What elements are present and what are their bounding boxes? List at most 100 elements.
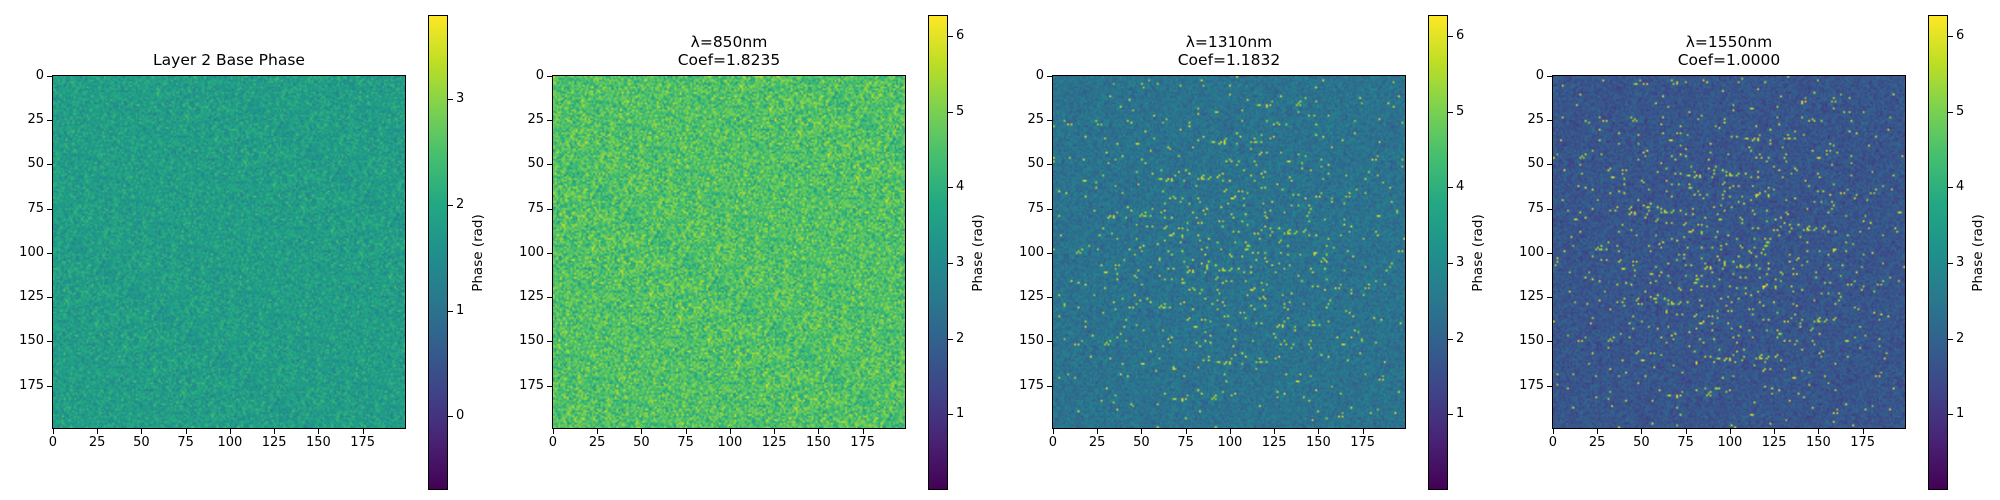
x-tick-label: 0 — [1548, 435, 1558, 450]
colorbar-label: Phase (rad) — [1970, 213, 1986, 292]
y-tick-mark — [47, 208, 52, 210]
chart-title: Layer 2 Base Phase — [153, 51, 305, 69]
colorbar-label: Phase (rad) — [970, 213, 986, 292]
y-tick-label: 50 — [1527, 156, 1544, 172]
x-tick-label: 50 — [1133, 435, 1150, 450]
y-tick-mark — [47, 341, 52, 343]
y-tick-mark — [1047, 120, 1052, 122]
colorbar-tick-label: 6 — [1456, 28, 1465, 44]
y-tick-label: 0 — [1035, 67, 1044, 83]
y-tick-label: 125 — [519, 289, 544, 305]
x-tick-mark — [1185, 429, 1187, 434]
x-tick-mark — [641, 429, 643, 434]
x-tick-mark — [141, 429, 143, 434]
colorbar-tick-mark — [448, 310, 453, 312]
x-tick-mark — [597, 429, 599, 434]
y-tick-mark — [1047, 385, 1052, 387]
heatmap-image — [552, 75, 906, 429]
heatmap-cells — [1053, 76, 1405, 428]
x-tick-label: 100 — [717, 435, 743, 450]
y-tick-mark — [1547, 297, 1552, 299]
y-tick-label: 50 — [27, 156, 44, 172]
y-tick-mark — [1047, 297, 1052, 299]
x-tick-label: 150 — [805, 435, 831, 450]
colorbar-tick-label: 5 — [1956, 103, 1965, 119]
x-tick-label: 75 — [1677, 435, 1694, 450]
x-tick-label: 25 — [588, 435, 606, 450]
y-tick-mark — [547, 385, 552, 387]
y-tick-label: 25 — [1027, 112, 1044, 128]
heatmap-panel-2: λ=850nm Coef=1.8235 0 25 50 75 100 125 150 175 0 2… — [500, 0, 1000, 500]
colorbar-tick-label: 4 — [956, 179, 965, 195]
y-tick-label: 75 — [1027, 200, 1044, 216]
y-tick-mark — [1547, 75, 1552, 77]
colorbar-tick-label: 5 — [1456, 103, 1465, 119]
colorbar — [1428, 15, 1448, 490]
colorbar-tick-label: 3 — [1956, 255, 1965, 271]
colorbar-tick-mark — [448, 205, 453, 206]
colorbar-tick-label: 1 — [1456, 406, 1465, 422]
x-tick-label: 50 — [1633, 435, 1650, 450]
heatmap-panel-4: λ=1550nm Coef=1.0000 0 25 50 75 100 125 150 175 0… — [1500, 0, 2000, 500]
x-tick-label: 150 — [305, 435, 331, 450]
x-tick-mark — [862, 429, 864, 434]
y-tick-label: 50 — [1027, 156, 1044, 172]
y-tick-label: 100 — [19, 244, 44, 260]
x-tick-mark — [362, 429, 364, 434]
colorbar-tick-mark — [948, 414, 953, 416]
x-tick-label: 100 — [1717, 435, 1743, 450]
y-tick-label: 25 — [527, 112, 544, 128]
colorbar-tick-mark — [948, 263, 953, 265]
x-tick-mark — [229, 429, 231, 434]
y-tick-mark — [47, 164, 52, 166]
y-tick-mark — [547, 252, 552, 254]
colorbar-tick-label: 2 — [1456, 330, 1465, 346]
y-tick-mark — [1547, 208, 1552, 210]
colorbar-tick-mark — [1948, 414, 1953, 416]
y-tick-mark — [1547, 341, 1552, 343]
y-tick-mark — [1047, 252, 1052, 254]
heatmap-image — [1052, 75, 1406, 429]
y-tick-label: 125 — [1019, 289, 1044, 305]
y-tick-mark — [547, 75, 552, 77]
x-tick-label: 150 — [1805, 435, 1831, 450]
y-tick-label: 175 — [19, 377, 44, 393]
y-tick-mark — [1547, 385, 1552, 387]
x-tick-label: 175 — [850, 435, 876, 450]
x-tick-label: 100 — [217, 435, 243, 450]
y-tick-label: 125 — [19, 289, 44, 305]
y-tick-mark — [547, 120, 552, 122]
colorbar-tick-mark — [448, 416, 453, 418]
y-tick-label: 75 — [527, 200, 544, 216]
x-tick-label: 0 — [1048, 435, 1058, 450]
x-tick-mark — [274, 429, 276, 434]
colorbar-tick-label: 1 — [1956, 406, 1965, 422]
y-tick-mark — [47, 297, 52, 299]
y-tick-label: 0 — [35, 67, 44, 83]
y-tick-mark — [547, 297, 552, 299]
x-tick-mark — [1729, 429, 1731, 434]
y-tick-mark — [547, 341, 552, 343]
x-tick-label: 175 — [1350, 435, 1376, 450]
y-tick-label: 175 — [1019, 377, 1044, 393]
x-tick-label: 0 — [48, 435, 58, 450]
y-tick-mark — [1547, 252, 1552, 254]
colorbar-tick-label: 0 — [456, 408, 465, 424]
colorbar-tick-label: 1 — [956, 406, 965, 422]
x-tick-label: 25 — [88, 435, 106, 450]
colorbar-tick-mark — [1448, 263, 1453, 265]
colorbar-tick-label: 3 — [956, 255, 965, 271]
colorbar-tick-mark — [1948, 338, 1953, 340]
colorbar-tick-label: 3 — [456, 91, 465, 107]
x-tick-label: 150 — [1305, 435, 1331, 450]
y-tick-label: 150 — [1519, 333, 1544, 349]
heatmap-cells — [553, 76, 905, 428]
y-tick-label: 0 — [1535, 67, 1544, 83]
colorbar-tick-mark — [948, 36, 953, 38]
x-tick-label: 125 — [261, 435, 287, 450]
x-tick-mark — [1229, 429, 1231, 434]
y-tick-label: 100 — [519, 244, 544, 260]
colorbar-tick-label: 3 — [1456, 255, 1465, 271]
y-tick-label: 75 — [27, 200, 44, 216]
colorbar — [928, 15, 948, 490]
